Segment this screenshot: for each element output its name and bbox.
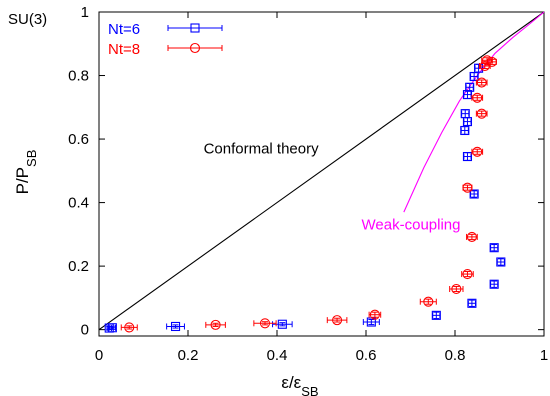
data-point (423, 296, 434, 307)
y-tick-label: 0.2 (68, 258, 89, 275)
y-axis-label: P/PSB (13, 150, 39, 195)
x-tick-label: 1 (540, 347, 548, 364)
data-point (472, 92, 483, 103)
data-point (462, 269, 473, 280)
y-tick-label: 0.6 (68, 131, 89, 148)
data-point (469, 189, 479, 199)
data-point (431, 310, 441, 320)
data-point (466, 231, 477, 242)
axis-ticks: 0 0.2 0.4 0.6 0.8 1 0 0.2 0.4 0.6 0.8 1 (68, 4, 548, 364)
series-nt8 (120, 55, 497, 333)
data-point (460, 109, 470, 119)
data-point (107, 323, 117, 333)
data-point (467, 298, 477, 308)
y-tick-label: 0.4 (68, 195, 89, 212)
legend-label: Nt=6 (108, 21, 140, 38)
x-tick-label: 0.6 (356, 347, 377, 364)
legend-label: Nt=8 (108, 41, 140, 58)
data-points (104, 55, 506, 333)
data-point (369, 309, 380, 320)
plot-frame (98, 11, 545, 337)
data-point (170, 321, 181, 332)
legend: Nt=6 Nt=8 (108, 21, 223, 58)
y-tick-label: 0.8 (68, 68, 89, 85)
data-point (259, 318, 271, 329)
x-tick-label: 0.2 (178, 347, 199, 364)
data-point (486, 56, 497, 67)
data-point (124, 322, 135, 333)
data-point (332, 315, 343, 326)
data-point (489, 279, 499, 289)
weak-coupling-curve (403, 11, 545, 213)
data-point (462, 90, 473, 100)
x-tick-label: 0.8 (445, 347, 466, 364)
data-point (460, 125, 470, 136)
legend-marker (190, 23, 200, 33)
data-point (462, 151, 473, 162)
conformal-line (98, 11, 545, 331)
data-point (476, 77, 487, 88)
y-tick-label: 1 (81, 4, 89, 21)
data-point (451, 283, 462, 295)
x-axis-label: ε/εSB (281, 373, 318, 396)
corner-label: SU(3) (8, 11, 47, 28)
data-point (462, 182, 473, 193)
weak-coupling-label: Weak-coupling (362, 217, 461, 234)
data-point (489, 243, 499, 253)
data-point (476, 108, 487, 119)
data-point (277, 319, 287, 329)
data-point (210, 319, 221, 330)
series-nt6 (104, 63, 506, 333)
x-tick-label: 0 (95, 347, 103, 364)
data-point (472, 146, 483, 157)
x-tick-label: 0.4 (267, 347, 288, 364)
chart-labels: SU(3) ε/εSB P/PSB Conformal theory Weak-coup… (8, 11, 461, 396)
legend-marker (189, 42, 201, 54)
y-tick-label: 0 (81, 322, 89, 339)
conformal-theory-label: Conformal theory (204, 140, 320, 157)
data-point (496, 257, 506, 267)
data-point (465, 82, 475, 92)
theory-lines (98, 11, 545, 331)
